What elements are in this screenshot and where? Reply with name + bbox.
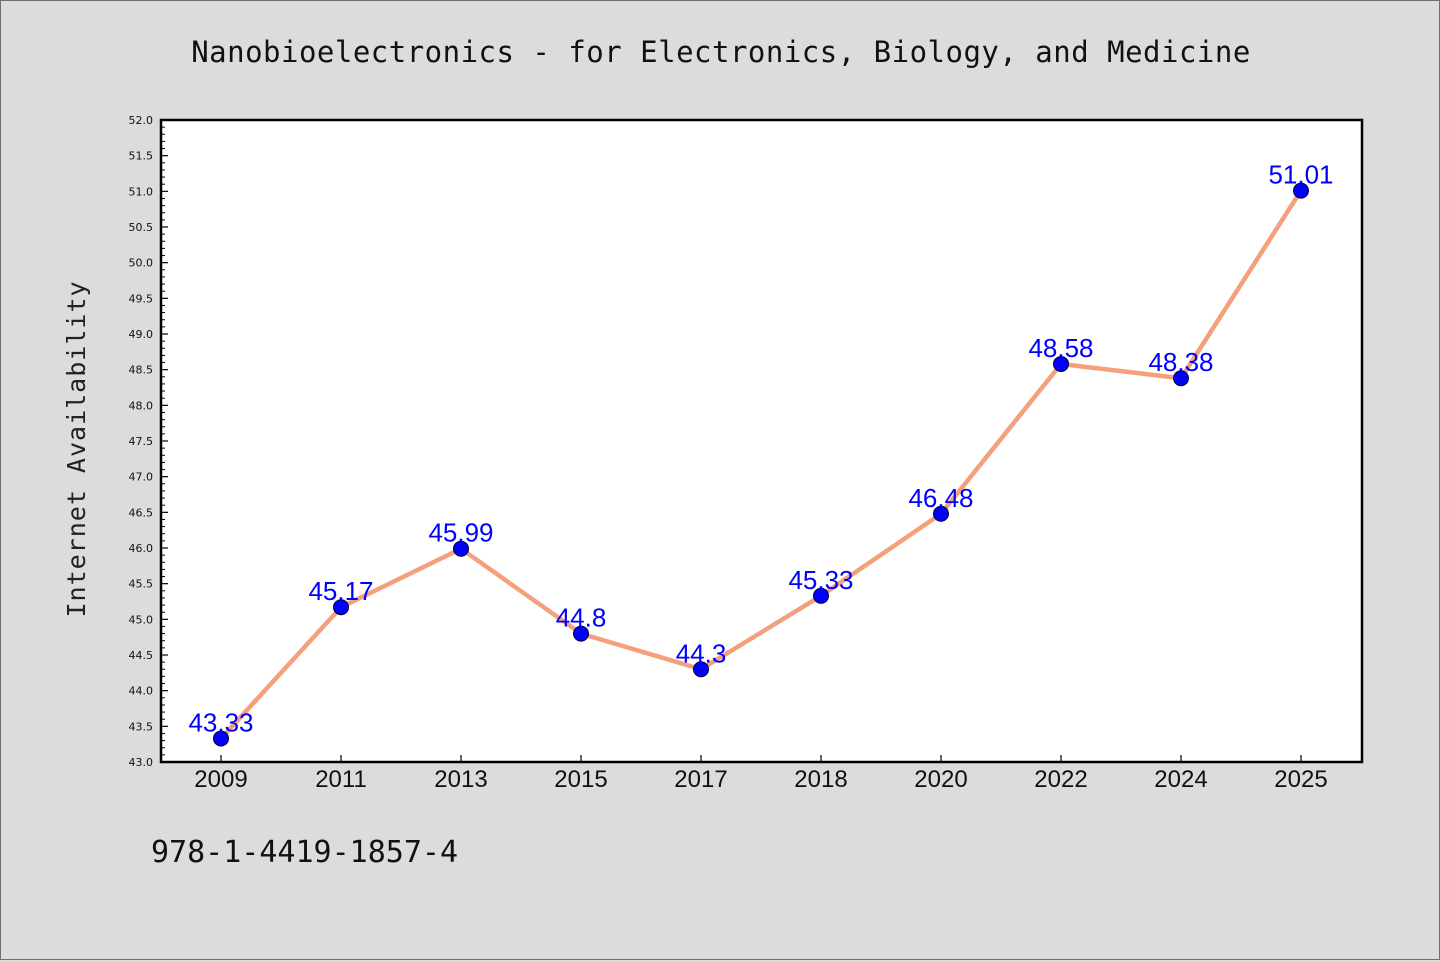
- data-labels: 43.33 45.17 45.99 44.8 44.3 45.33 46.48 48.58 48…: [188, 160, 1333, 738]
- y-tick-label: 50.5: [129, 221, 154, 234]
- x-tick-label: 2009: [194, 766, 247, 793]
- y-axis: 43.0 43.5 44.0 44.5 45.0 45.5 46.0 46.5 47.0 47.5…: [129, 114, 168, 769]
- x-tick-label: 2015: [554, 766, 607, 793]
- y-axis-label: Internet Availability: [62, 280, 91, 617]
- y-tick-label: 50.0: [129, 257, 154, 270]
- x-tick-label: 2011: [315, 766, 367, 793]
- y-tick-label: 51.0: [129, 185, 154, 198]
- x-tick-label: 2017: [674, 766, 727, 793]
- y-tick-label: 45.0: [129, 613, 154, 626]
- data-label: 45.17: [308, 576, 373, 606]
- chart-title: Nanobioelectronics - for Electronics, Bi…: [191, 35, 1251, 69]
- data-point: [573, 625, 589, 642]
- plot-area: [159, 118, 1364, 764]
- y-tick-label: 46.0: [129, 542, 154, 555]
- x-tick-label: 2013: [434, 766, 487, 793]
- data-point: [693, 661, 709, 678]
- data-label: 45.33: [788, 565, 853, 595]
- y-tick-label: 48.5: [129, 364, 154, 377]
- y-tick-label: 49.0: [129, 328, 154, 341]
- x-tick-label: 2022: [1034, 766, 1087, 793]
- series-points: [213, 182, 1309, 747]
- data-label: 44.8: [556, 603, 607, 633]
- y-tick-label: 45.5: [129, 578, 154, 591]
- data-point: [453, 540, 469, 557]
- y-tick-label: 48.0: [129, 399, 154, 412]
- data-point: [1053, 355, 1069, 372]
- x-tick-label: 2025: [1274, 766, 1327, 793]
- series-line: [218, 188, 1304, 741]
- data-label: 45.99: [428, 518, 493, 548]
- y-tick-label: 46.5: [129, 506, 154, 519]
- y-tick-label: 43.5: [129, 720, 154, 733]
- y-tick-label: 47.0: [129, 471, 154, 484]
- data-point: [1173, 370, 1189, 387]
- x-tick-label: 2020: [914, 766, 967, 793]
- y-tick-label: 47.5: [129, 435, 154, 448]
- y-tick-label: 49.5: [129, 292, 154, 305]
- y-tick-label: 44.5: [129, 649, 154, 662]
- data-label: 51.01: [1268, 160, 1333, 190]
- data-point: [333, 599, 349, 616]
- y-tick-label: 44.0: [129, 685, 154, 698]
- x-axis: 2009 2011 2013 2015 2017 2018 2020 2022 2024 2025: [194, 755, 1328, 793]
- series-polyline: [218, 188, 1304, 741]
- data-label: 48.38: [1148, 347, 1213, 377]
- data-point: [813, 587, 829, 604]
- y-tick-label: 52.0: [129, 114, 154, 127]
- data-point: [933, 505, 949, 522]
- data-label: 46.48: [908, 483, 973, 513]
- data-label: 48.58: [1028, 333, 1093, 363]
- data-point: [213, 730, 229, 747]
- data-label: 44.3: [676, 638, 727, 668]
- x-tick-label: 2018: [794, 766, 847, 793]
- data-point: [1293, 182, 1309, 199]
- y-tick-label: 43.0: [129, 756, 154, 769]
- y-tick-label: 51.5: [129, 150, 154, 163]
- footer-code: 978-1-4419-1857-4: [151, 835, 459, 870]
- x-tick-label: 2024: [1154, 766, 1207, 793]
- data-label: 43.33: [188, 707, 253, 737]
